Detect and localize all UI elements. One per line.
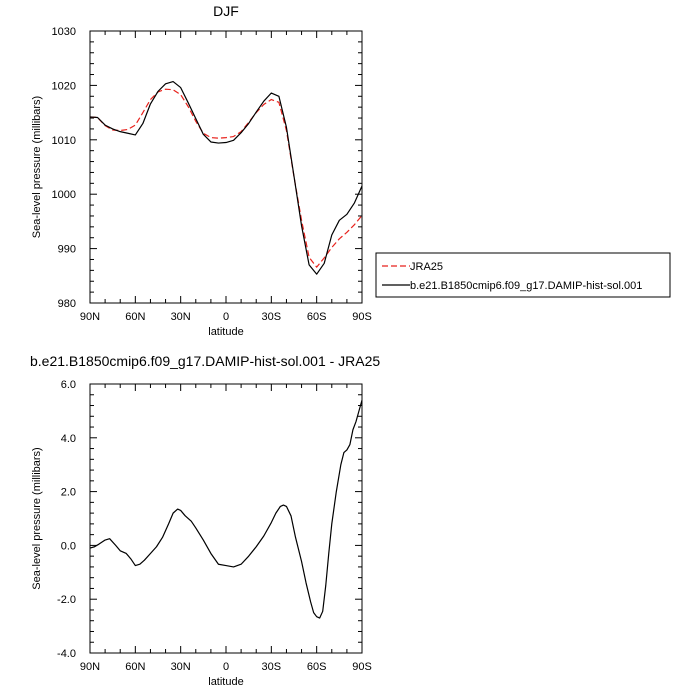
x-tick-label: 90N xyxy=(80,661,100,673)
x-tick-label: 0 xyxy=(223,661,229,673)
bottom-panel-x-axis-label: latitude xyxy=(208,676,243,688)
x-tick-label: 60N xyxy=(125,661,145,673)
series-line-0 xyxy=(89,88,363,268)
series-line-1 xyxy=(89,80,363,275)
x-tick-label: 60S xyxy=(307,311,327,323)
series-line-0 xyxy=(89,399,363,619)
y-tick-label: 0.0 xyxy=(61,540,76,552)
y-tick-label: 980 xyxy=(58,298,76,310)
x-tick-label: 30N xyxy=(171,311,191,323)
top-panel: DJF 90N 60N 30N 0 30S 60S 90S 980 990 1000 1010 102… xyxy=(31,3,671,338)
y-tick-label: 4.0 xyxy=(61,433,76,445)
top-panel-y-axis-label: Sea-level pressure (millibars) xyxy=(31,96,43,238)
x-tick-label: 30S xyxy=(262,661,282,673)
bottom-panel-series xyxy=(89,399,363,619)
x-tick-label: 90N xyxy=(80,311,100,323)
legend-box xyxy=(375,252,671,298)
x-tick-label: 30S xyxy=(262,311,282,323)
bottom-panel-title: b.e21.B1850cmip6.f09_g17.DAMIP-hist-sol.… xyxy=(30,353,380,369)
top-panel-frame xyxy=(89,30,363,304)
y-tick-label: 1010 xyxy=(52,135,76,147)
bottom-panel-y-axis-label: Sea-level pressure (millibars) xyxy=(31,447,43,589)
bottom-panel: b.e21.B1850cmip6.f09_g17.DAMIP-hist-sol.… xyxy=(30,353,380,688)
legend-label-model: b.e21.B1850cmip6.f09_g17.DAMIP-hist-sol.… xyxy=(410,280,642,292)
y-tick-label: -4.0 xyxy=(57,648,76,660)
y-tick-label: 1020 xyxy=(52,80,76,92)
y-tick-label: 1030 xyxy=(52,26,76,38)
y-tick-label: 6.0 xyxy=(61,379,76,391)
x-tick-label: 90S xyxy=(352,661,372,673)
legend-label-jra25: JRA25 xyxy=(410,261,443,273)
y-tick-label: 2.0 xyxy=(61,487,76,499)
bottom-panel-ticks: 90N 60N 30N 0 30S 60S 90S -4.0 -2.0 0.0 2.0 4.0 6.0 xyxy=(57,379,372,673)
x-tick-label: 0 xyxy=(223,311,229,323)
top-panel-ticks: 90N 60N 30N 0 30S 60S 90S 980 990 1000 1010 1020 103… xyxy=(52,26,372,323)
y-tick-label: -2.0 xyxy=(57,594,76,606)
y-tick-label: 1000 xyxy=(52,189,76,201)
top-panel-title: DJF xyxy=(213,3,239,19)
x-tick-label: 60N xyxy=(125,311,145,323)
top-panel-series xyxy=(89,80,363,275)
x-tick-label: 30N xyxy=(171,661,191,673)
bottom-panel-frame xyxy=(89,383,363,654)
x-tick-label: 90S xyxy=(352,311,372,323)
y-tick-label: 990 xyxy=(58,244,76,256)
x-tick-label: 60S xyxy=(307,661,327,673)
legend: JRA25 b.e21.B1850cmip6.f09_g17.DAMIP-his… xyxy=(375,252,671,298)
top-panel-x-axis-label: latitude xyxy=(208,326,243,338)
